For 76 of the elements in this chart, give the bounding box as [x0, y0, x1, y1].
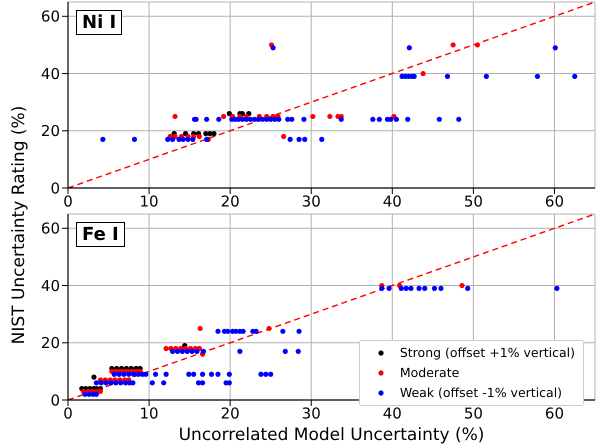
x-tick-label: 60	[544, 192, 564, 211]
y-tick-label: 20	[40, 334, 60, 352]
point	[185, 136, 191, 142]
text: Ni I	[76, 10, 122, 35]
x-tick-label: 20	[220, 192, 240, 211]
x-tick-label: 30	[302, 404, 321, 423]
point	[327, 114, 332, 120]
x-tick-label: 50	[464, 404, 483, 423]
point	[474, 42, 480, 48]
y-tick-label: 0	[50, 179, 60, 198]
point	[190, 136, 196, 142]
y-tick-label: 20	[40, 122, 60, 140]
point	[406, 45, 412, 50]
y-tick-label: 40	[40, 276, 60, 295]
y-axis-title: NIST Uncertainty Rating (%)	[9, 104, 29, 346]
x-tick-label: 50	[464, 192, 483, 211]
x-tick-label: 0	[63, 192, 73, 211]
point	[204, 116, 210, 122]
x-tick-label: 40	[382, 192, 402, 211]
point	[221, 114, 226, 120]
point	[436, 116, 442, 122]
point	[165, 136, 170, 142]
point	[394, 116, 399, 122]
point	[572, 74, 578, 79]
point	[289, 116, 294, 122]
point	[91, 374, 97, 380]
x-tick-label: 20	[220, 404, 240, 423]
point	[226, 111, 232, 116]
y-tick-label: 60	[40, 220, 60, 238]
x-tick-label: 60	[544, 404, 564, 423]
point	[211, 131, 217, 136]
point	[534, 74, 540, 79]
point	[266, 326, 272, 332]
y-tick-label: 0	[50, 391, 60, 410]
x-tick-label: 10	[140, 192, 159, 211]
x-tick-label: 10	[140, 404, 159, 423]
x-axis-title: Uncorrelated Model Uncertainty (%)	[178, 425, 484, 445]
point	[338, 116, 344, 122]
text: Fe I	[76, 222, 125, 247]
legend-label: Moderate	[400, 364, 460, 382]
point	[288, 136, 293, 142]
point	[310, 114, 316, 120]
point	[302, 136, 308, 142]
point	[196, 134, 202, 140]
point	[180, 136, 186, 142]
point	[456, 116, 462, 122]
point	[444, 74, 450, 79]
point	[132, 136, 138, 142]
y-tick-label: 60	[40, 8, 60, 26]
point	[450, 42, 456, 48]
x-tick-label: 30	[302, 192, 321, 211]
point	[276, 116, 282, 122]
point	[281, 134, 286, 140]
point	[296, 136, 302, 142]
point	[319, 136, 324, 142]
point	[420, 70, 426, 76]
point	[170, 136, 176, 142]
x-tick-label: 0	[63, 404, 73, 423]
point	[459, 282, 465, 288]
point	[405, 116, 410, 122]
y-tick-label: 40	[40, 64, 60, 83]
point	[301, 116, 307, 122]
point	[216, 116, 222, 122]
point	[552, 45, 558, 50]
x-tick-label: 40	[382, 404, 402, 423]
point	[376, 116, 382, 122]
point	[370, 116, 376, 122]
point	[198, 326, 203, 332]
point	[270, 45, 276, 50]
point	[172, 114, 178, 120]
point	[484, 74, 489, 79]
point	[164, 346, 169, 352]
point	[98, 388, 104, 394]
point	[100, 136, 106, 142]
legend-label: Weak (offset -1% vertical)	[400, 384, 562, 402]
legend-label: Strong (offset +1% vertical)	[400, 344, 575, 362]
